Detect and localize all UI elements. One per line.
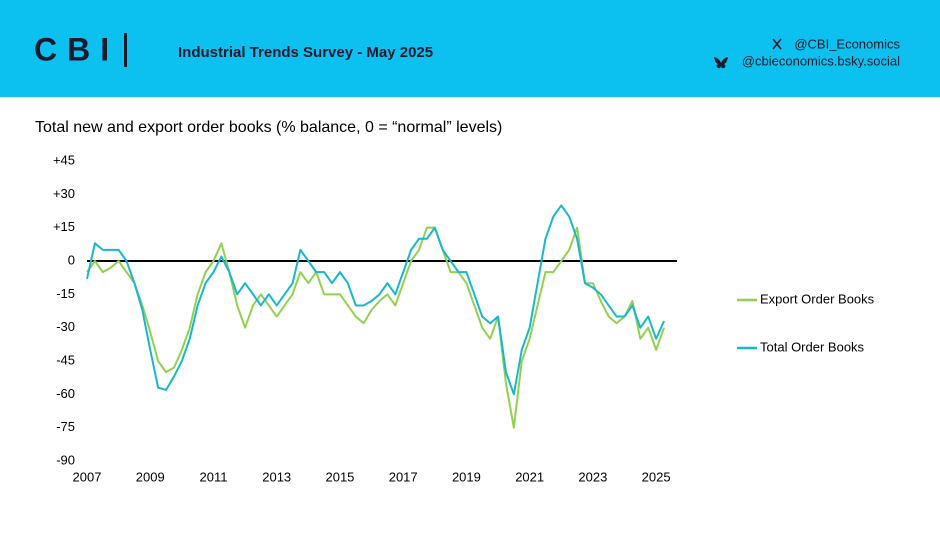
y-tick-label: -15 [56, 286, 75, 301]
x-tick-label: 2013 [262, 469, 291, 484]
header-bar [0, 0, 940, 97]
y-tick-label: -90 [56, 452, 75, 467]
x-tick-label: 2007 [73, 469, 102, 484]
handle: @CBI_Economics [794, 36, 900, 51]
x-tick-label: 2009 [136, 469, 165, 484]
legend-label: Export Order Books [760, 291, 875, 306]
y-tick-label: 0 [68, 252, 75, 267]
x-tick-label: 2017 [389, 469, 418, 484]
y-tick-label: +30 [53, 186, 75, 201]
x-tick-label: 2019 [452, 469, 481, 484]
y-tick-label: -45 [56, 352, 75, 367]
x-tick-label: 2023 [578, 469, 607, 484]
logo-bar [124, 33, 127, 67]
y-tick-label: -75 [56, 419, 75, 434]
series-line [86, 226, 665, 429]
chart-title: Total new and export order books (% bala… [35, 119, 502, 136]
y-tick-label: -60 [56, 386, 75, 401]
header-title: Industrial Trends Survey - May 2025 [178, 44, 433, 61]
x-icon [772, 38, 782, 50]
y-tick-label: +15 [53, 219, 75, 234]
x-tick-label: 2011 [199, 469, 227, 484]
logo: CBI [34, 31, 119, 67]
bsky-icon [714, 57, 728, 69]
legend-label: Total Order Books [760, 339, 865, 354]
x-tick-label: 2015 [325, 469, 354, 484]
y-tick-label: +45 [53, 152, 75, 167]
y-tick-label: -30 [56, 319, 75, 334]
series-line [86, 204, 665, 396]
x-tick-label: 2021 [515, 469, 544, 484]
handle: @cbieconomics.bsky.social [742, 53, 900, 68]
x-tick-label: 2025 [642, 469, 671, 484]
